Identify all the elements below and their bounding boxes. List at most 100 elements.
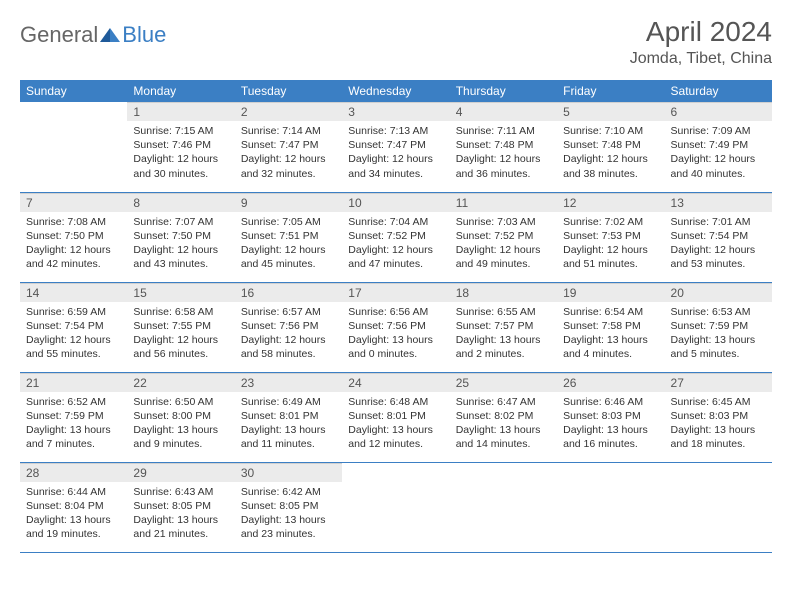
day-number: 22 [127,373,234,392]
day-number: 9 [235,193,342,212]
sunrise-text: Sunrise: 6:45 AM [671,395,766,409]
sunrise-text: Sunrise: 6:43 AM [133,485,228,499]
sunrise-text: Sunrise: 7:14 AM [241,124,336,138]
day-details: Sunrise: 6:44 AMSunset: 8:04 PMDaylight:… [20,482,127,546]
sunrise-text: Sunrise: 6:47 AM [456,395,551,409]
weekday-header: Friday [557,80,664,102]
daylight-text: Daylight: 12 hours and 56 minutes. [133,333,228,361]
sunset-text: Sunset: 7:50 PM [133,229,228,243]
sunset-text: Sunset: 7:52 PM [456,229,551,243]
daylight-text: Daylight: 13 hours and 0 minutes. [348,333,443,361]
calendar-day-cell: 6Sunrise: 7:09 AMSunset: 7:49 PMDaylight… [665,102,772,192]
page-header: General Blue April 2024 Jomda, Tibet, Ch… [20,16,772,68]
day-number: 1 [127,102,234,121]
sunset-text: Sunset: 7:54 PM [26,319,121,333]
day-number: 2 [235,102,342,121]
day-number: 13 [665,193,772,212]
calendar-day-cell: 9Sunrise: 7:05 AMSunset: 7:51 PMDaylight… [235,192,342,282]
sunrise-text: Sunrise: 6:44 AM [26,485,121,499]
daylight-text: Daylight: 12 hours and 40 minutes. [671,152,766,180]
calendar-day-cell: 19Sunrise: 6:54 AMSunset: 7:58 PMDayligh… [557,282,664,372]
day-number: 26 [557,373,664,392]
calendar-day-cell [665,462,772,552]
day-number: 6 [665,102,772,121]
calendar-day-cell: 11Sunrise: 7:03 AMSunset: 7:52 PMDayligh… [450,192,557,282]
day-details: Sunrise: 6:54 AMSunset: 7:58 PMDaylight:… [557,302,664,366]
calendar-day-cell [450,462,557,552]
day-details: Sunrise: 7:08 AMSunset: 7:50 PMDaylight:… [20,212,127,276]
calendar-week-row: 7Sunrise: 7:08 AMSunset: 7:50 PMDaylight… [20,192,772,282]
logo-mark-icon [100,26,120,44]
day-details: Sunrise: 7:11 AMSunset: 7:48 PMDaylight:… [450,121,557,185]
sunrise-text: Sunrise: 6:56 AM [348,305,443,319]
calendar-head: SundayMondayTuesdayWednesdayThursdayFrid… [20,80,772,102]
calendar-day-cell [20,102,127,192]
calendar-day-cell: 17Sunrise: 6:56 AMSunset: 7:56 PMDayligh… [342,282,449,372]
calendar-day-cell: 10Sunrise: 7:04 AMSunset: 7:52 PMDayligh… [342,192,449,282]
day-number: 15 [127,283,234,302]
calendar-day-cell: 29Sunrise: 6:43 AMSunset: 8:05 PMDayligh… [127,462,234,552]
sunrise-text: Sunrise: 6:48 AM [348,395,443,409]
calendar-day-cell: 16 Sunrise: 6:57 AMSunset: 7:56 PMDayligh… [235,282,342,372]
sunrise-text: Sunrise: 7:01 AM [671,215,766,229]
sunset-text: Sunset: 8:01 PM [348,409,443,423]
sunrise-text: Sunrise: 7:07 AM [133,215,228,229]
sunset-text: Sunset: 8:03 PM [671,409,766,423]
sunset-text: Sunset: 8:05 PM [133,499,228,513]
daylight-text: Daylight: 13 hours and 16 minutes. [563,423,658,451]
sunset-text: Sunset: 7:53 PM [563,229,658,243]
sunrise-text: Sunrise: 6:54 AM [563,305,658,319]
day-number: 7 [20,193,127,212]
calendar-day-cell: 26Sunrise: 6:46 AMSunset: 8:03 PMDayligh… [557,372,664,462]
daylight-text: Daylight: 12 hours and 49 minutes. [456,243,551,271]
daylight-text: Daylight: 13 hours and 4 minutes. [563,333,658,361]
day-details: Sunrise: 6:56 AMSunset: 7:56 PMDaylight:… [342,302,449,366]
calendar-day-cell: 1Sunrise: 7:15 AMSunset: 7:46 PMDaylight… [127,102,234,192]
day-number: 10 [342,193,449,212]
daylight-text: Daylight: 12 hours and 47 minutes. [348,243,443,271]
day-number: 4 [450,102,557,121]
day-number: 29 [127,463,234,482]
daylight-text: Daylight: 13 hours and 11 minutes. [241,423,336,451]
daylight-text: Daylight: 13 hours and 19 minutes. [26,513,121,541]
sunset-text: Sunset: 7:47 PM [241,138,336,152]
day-number: 19 [557,283,664,302]
calendar-week-row: 21Sunrise: 6:52 AMSunset: 7:59 PMDayligh… [20,372,772,462]
calendar-day-cell: 3Sunrise: 7:13 AMSunset: 7:47 PMDaylight… [342,102,449,192]
day-number: 27 [665,373,772,392]
sunrise-text: Sunrise: 7:04 AM [348,215,443,229]
day-number: 16 [235,283,342,302]
calendar-day-cell: 2Sunrise: 7:14 AMSunset: 7:47 PMDaylight… [235,102,342,192]
daylight-text: Daylight: 12 hours and 43 minutes. [133,243,228,271]
calendar-day-cell: 24Sunrise: 6:48 AMSunset: 8:01 PMDayligh… [342,372,449,462]
daylight-text: Daylight: 12 hours and 30 minutes. [133,152,228,180]
weekday-header: Tuesday [235,80,342,102]
day-details: Sunrise: 6:45 AMSunset: 8:03 PMDaylight:… [665,392,772,456]
calendar-day-cell: 30Sunrise: 6:42 AMSunset: 8:05 PMDayligh… [235,462,342,552]
day-number: 21 [20,373,127,392]
sunset-text: Sunset: 8:01 PM [241,409,336,423]
logo: General Blue [20,16,166,48]
calendar-week-row: 14Sunrise: 6:59 AMSunset: 7:54 PMDayligh… [20,282,772,372]
day-details: Sunrise: 6:53 AMSunset: 7:59 PMDaylight:… [665,302,772,366]
sunset-text: Sunset: 7:58 PM [563,319,658,333]
calendar-day-cell: 15Sunrise: 6:58 AMSunset: 7:55 PMDayligh… [127,282,234,372]
sunset-text: Sunset: 7:47 PM [348,138,443,152]
day-details: Sunrise: 7:14 AMSunset: 7:47 PMDaylight:… [235,121,342,185]
calendar-day-cell: 13Sunrise: 7:01 AMSunset: 7:54 PMDayligh… [665,192,772,282]
calendar-day-cell: 12 Sunrise: 7:02 AMSunset: 7:53 PMDayligh… [557,192,664,282]
day-number: 12 [557,193,664,212]
calendar-day-cell: 21Sunrise: 6:52 AMSunset: 7:59 PMDayligh… [20,372,127,462]
daylight-text: Daylight: 12 hours and 51 minutes. [563,243,658,271]
sunset-text: Sunset: 8:00 PM [133,409,228,423]
sunrise-text: Sunrise: 7:09 AM [671,124,766,138]
logo-text-blue: Blue [122,22,166,48]
sunrise-text: Sunrise: 6:57 AM [241,305,336,319]
daylight-text: Daylight: 12 hours and 58 minutes. [241,333,336,361]
day-number: 5 [557,102,664,121]
sunrise-text: Sunrise: 7:02 AM [563,215,658,229]
day-details: Sunrise: 6:42 AMSunset: 8:05 PMDaylight:… [235,482,342,546]
sunset-text: Sunset: 7:56 PM [241,319,336,333]
sunset-text: Sunset: 7:48 PM [563,138,658,152]
weekday-header: Monday [127,80,234,102]
